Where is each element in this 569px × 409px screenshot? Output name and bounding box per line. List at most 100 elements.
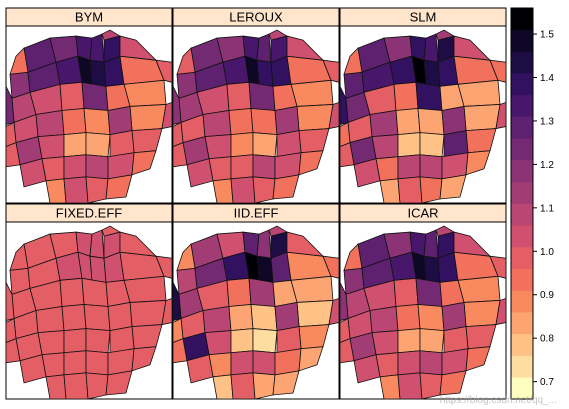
- map-region: [64, 177, 88, 203]
- panel-iid-eff: IID.EFF: [172, 203, 340, 400]
- panel-leroux: LEROUX: [172, 7, 340, 204]
- map-region: [329, 102, 339, 128]
- map-region: [344, 48, 362, 74]
- map-region: [496, 102, 506, 128]
- colorbar-tick-label: 1.2: [540, 160, 554, 171]
- map-region: [156, 60, 172, 82]
- map-region: [420, 133, 444, 157]
- map-region: [496, 298, 506, 324]
- map-region: [249, 278, 275, 306]
- map-region: [394, 82, 418, 110]
- map-region: [156, 256, 172, 278]
- map-region: [297, 104, 333, 130]
- map-region: [203, 110, 231, 136]
- map-region: [444, 327, 468, 353]
- panel-fixed-eff: FIXED.EFF: [5, 203, 173, 400]
- map-region: [257, 34, 271, 62]
- map-region: [444, 131, 468, 157]
- colorbar-bin: [511, 181, 533, 204]
- map-region: [60, 82, 84, 110]
- colorbar-tick-label: 1.1: [540, 203, 554, 214]
- colorbar-tick-label: 1.0: [540, 247, 554, 258]
- map-region: [420, 373, 442, 399]
- map-region: [132, 347, 156, 371]
- map-region: [442, 106, 466, 134]
- map-region: [10, 244, 28, 270]
- map-region: [177, 244, 195, 270]
- map-region: [275, 106, 299, 134]
- colorbar-tick-label: 0.9: [540, 290, 554, 301]
- colorbar-bin: [511, 203, 533, 226]
- map-region: [36, 110, 64, 136]
- panel-title: BYM: [75, 10, 103, 25]
- map-region: [162, 298, 172, 324]
- map-region: [297, 300, 333, 326]
- map-region: [86, 329, 110, 353]
- map-region: [380, 375, 400, 399]
- map-region: [177, 48, 195, 74]
- map-region: [82, 82, 108, 110]
- map-region: [398, 133, 420, 157]
- map-region: [90, 230, 104, 258]
- colorbar-tick-label: 1.3: [540, 116, 554, 127]
- map-region: [251, 304, 277, 330]
- map-region: [106, 371, 132, 395]
- map-region: [277, 327, 301, 353]
- map-region: [464, 300, 500, 326]
- map-region: [231, 329, 253, 353]
- colorbar-bin: [511, 355, 533, 378]
- map-region: [86, 133, 110, 157]
- map-region: [205, 135, 231, 159]
- map-region: [458, 276, 500, 302]
- map-region: [110, 131, 134, 157]
- map-region: [372, 331, 398, 355]
- map-region: [354, 355, 380, 383]
- colorbar-bin: [511, 116, 533, 139]
- map-region: [90, 256, 106, 282]
- colorbar-tick-label: 1.4: [540, 73, 554, 84]
- map-region: [38, 135, 64, 159]
- map-region: [60, 278, 84, 306]
- map-region: [86, 177, 108, 203]
- map-region: [229, 108, 253, 134]
- colorbar-bin: [511, 94, 533, 117]
- map-region: [20, 159, 46, 187]
- colorbar-bin: [511, 225, 533, 248]
- map-region: [420, 351, 442, 375]
- colorbar-bin: [511, 290, 533, 313]
- colorbar-bin: [511, 51, 533, 74]
- map-region: [257, 256, 273, 282]
- map-region: [86, 351, 108, 375]
- map-region: [380, 179, 400, 203]
- map-region: [424, 256, 440, 282]
- watermark: https://blog.csdn.net/qq_...: [439, 395, 557, 406]
- map-region: [124, 276, 166, 302]
- map-region: [90, 60, 106, 86]
- map-region: [287, 232, 323, 256]
- map-region: [253, 133, 277, 157]
- map-region: [257, 60, 273, 86]
- map-region: [424, 60, 440, 86]
- map-region: [490, 256, 506, 278]
- panel-slm: SLM: [339, 7, 507, 204]
- map-region: [275, 302, 299, 330]
- map-region: [442, 302, 466, 330]
- map-region: [253, 329, 277, 353]
- panel-title: IID.EFF: [234, 206, 279, 221]
- panel-title: LEROUX: [229, 10, 283, 25]
- map-region: [257, 230, 271, 258]
- map-region: [420, 177, 442, 203]
- map-region: [418, 108, 444, 134]
- map-region: [64, 373, 88, 399]
- map-region: [38, 331, 64, 355]
- map-region: [299, 347, 323, 371]
- map-region: [344, 244, 362, 270]
- map-region: [466, 347, 490, 371]
- panel-title: FIXED.EFF: [56, 206, 123, 221]
- map-region: [203, 306, 231, 332]
- map-region: [440, 175, 466, 199]
- map-region: [84, 108, 110, 134]
- map-region: [64, 133, 86, 157]
- map-regions: [6, 226, 172, 399]
